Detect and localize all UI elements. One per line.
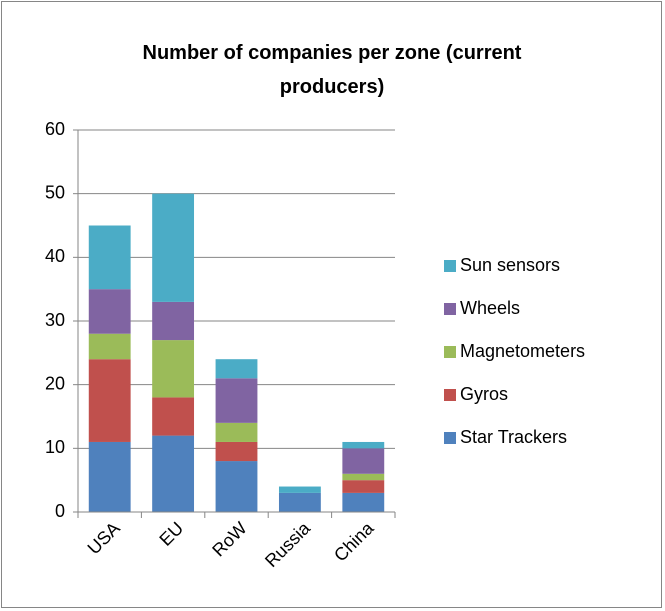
legend-label: Star Trackers	[460, 427, 567, 447]
x-tick-label: China	[330, 517, 378, 565]
y-tick-label: 60	[45, 119, 65, 139]
bar-segment	[215, 359, 258, 379]
y-tick-label: 0	[55, 501, 65, 521]
bar-segment	[278, 486, 321, 493]
legend-swatch	[444, 346, 456, 358]
legend-label: Sun sensors	[460, 255, 560, 275]
bar-segment	[88, 359, 131, 442]
bar-segment	[88, 333, 131, 360]
legend-label: Gyros	[460, 384, 508, 404]
bar-segment	[342, 492, 385, 512]
legend-label: Magnetometers	[460, 341, 585, 361]
bar-segment	[215, 461, 258, 512]
bar-segment	[152, 340, 195, 398]
x-tick-label: RoW	[208, 518, 250, 560]
bar-segment	[215, 441, 258, 462]
bar-segment	[152, 397, 195, 436]
x-tick-label: Russia	[261, 517, 315, 571]
bar-segment	[152, 435, 195, 512]
x-tick-label: USA	[84, 518, 124, 558]
bar-segment	[342, 441, 385, 449]
y-tick-label: 30	[45, 310, 65, 330]
bar-segment	[342, 473, 385, 481]
legend-label: Wheels	[460, 298, 520, 318]
bar-segment	[342, 448, 385, 474]
bar-segment	[342, 480, 385, 493]
bar-segment	[215, 422, 258, 442]
bar-segment	[152, 301, 195, 341]
bar-segment	[215, 378, 258, 423]
y-tick-label: 40	[45, 246, 65, 266]
legend-swatch	[444, 303, 456, 315]
x-tick-label: EU	[155, 518, 187, 550]
legend-swatch	[444, 260, 456, 272]
y-tick-label: 20	[45, 373, 65, 393]
bar-segment	[152, 193, 195, 302]
bar-segment	[88, 225, 131, 290]
bar-segment	[88, 289, 131, 334]
y-tick-label: 50	[45, 182, 65, 202]
bar-segment	[278, 492, 321, 512]
y-tick-label: 10	[45, 437, 65, 457]
legend-swatch	[444, 432, 456, 444]
bar-segment	[88, 441, 131, 512]
chart-title: Number of companies per zone (current pr…	[142, 42, 522, 98]
legend-swatch	[444, 389, 456, 401]
